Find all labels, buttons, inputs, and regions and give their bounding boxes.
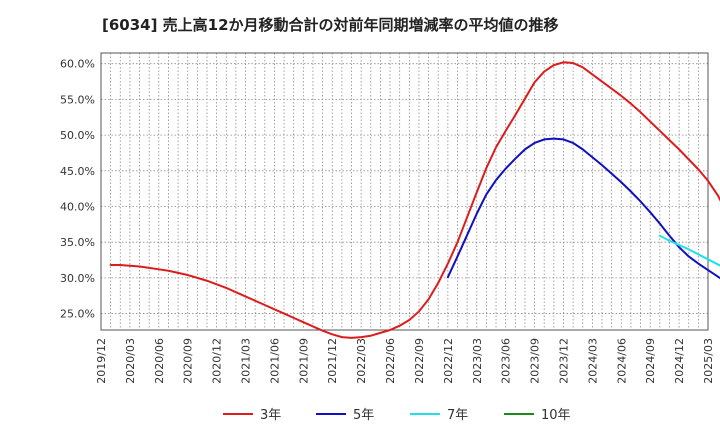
x-tick-label: 2022/03: [355, 338, 368, 384]
legend-label-3年: 3年: [260, 408, 281, 423]
x-tick-label: 2019/12: [95, 338, 108, 384]
x-tick-label: 2024/12: [673, 338, 686, 384]
x-tick-label: 2020/09: [182, 338, 195, 384]
y-tick-label: 25.0%: [60, 308, 95, 321]
x-tick-label: 2023/06: [500, 338, 513, 384]
x-tick-label: 2024/06: [615, 338, 628, 384]
series-line-5年: [446, 137, 720, 280]
y-tick-label: 35.0%: [60, 236, 95, 249]
x-tick-label: 2022/12: [442, 338, 455, 384]
plot-area: [101, 53, 708, 330]
x-tick-label: 2023/03: [471, 338, 484, 384]
x-tick-label: 2021/03: [240, 338, 253, 384]
x-tick-label: 2020/03: [124, 338, 137, 384]
x-tick-label: 2021/12: [326, 338, 339, 384]
y-tick-label: 60.0%: [60, 58, 95, 71]
y-tick-label: 30.0%: [60, 272, 95, 285]
y-tick-label: 50.0%: [60, 129, 95, 142]
x-tick-label: 2024/09: [644, 338, 657, 384]
legend-label-10年: 10年: [541, 408, 571, 423]
x-tick-label: 2023/12: [557, 338, 570, 384]
plot-border: [100, 52, 709, 331]
series-line-7年: [658, 234, 720, 267]
y-tick-label: 45.0%: [60, 165, 95, 178]
x-tick-label: 2020/12: [211, 338, 224, 384]
x-tick-label: 2023/09: [529, 338, 542, 384]
x-tick-label: 2025/03: [702, 338, 715, 384]
series-line-3年: [109, 61, 720, 339]
x-tick-label: 2022/06: [384, 338, 397, 384]
x-tick-label: 2022/09: [413, 338, 426, 384]
x-tick-label: 2020/06: [153, 338, 166, 384]
legend-label-7年: 7年: [447, 408, 468, 423]
y-tick-label: 40.0%: [60, 200, 95, 213]
x-tick-label: 2021/06: [268, 338, 281, 384]
legend-label-5年: 5年: [353, 408, 374, 423]
x-tick-label: 2024/03: [586, 338, 599, 384]
y-tick-label: 55.0%: [60, 93, 95, 106]
x-tick-label: 2021/09: [297, 338, 310, 384]
chart-title: [6034] 売上高12か月移動合計の対前年同期増減率の平均値の推移: [102, 16, 559, 34]
